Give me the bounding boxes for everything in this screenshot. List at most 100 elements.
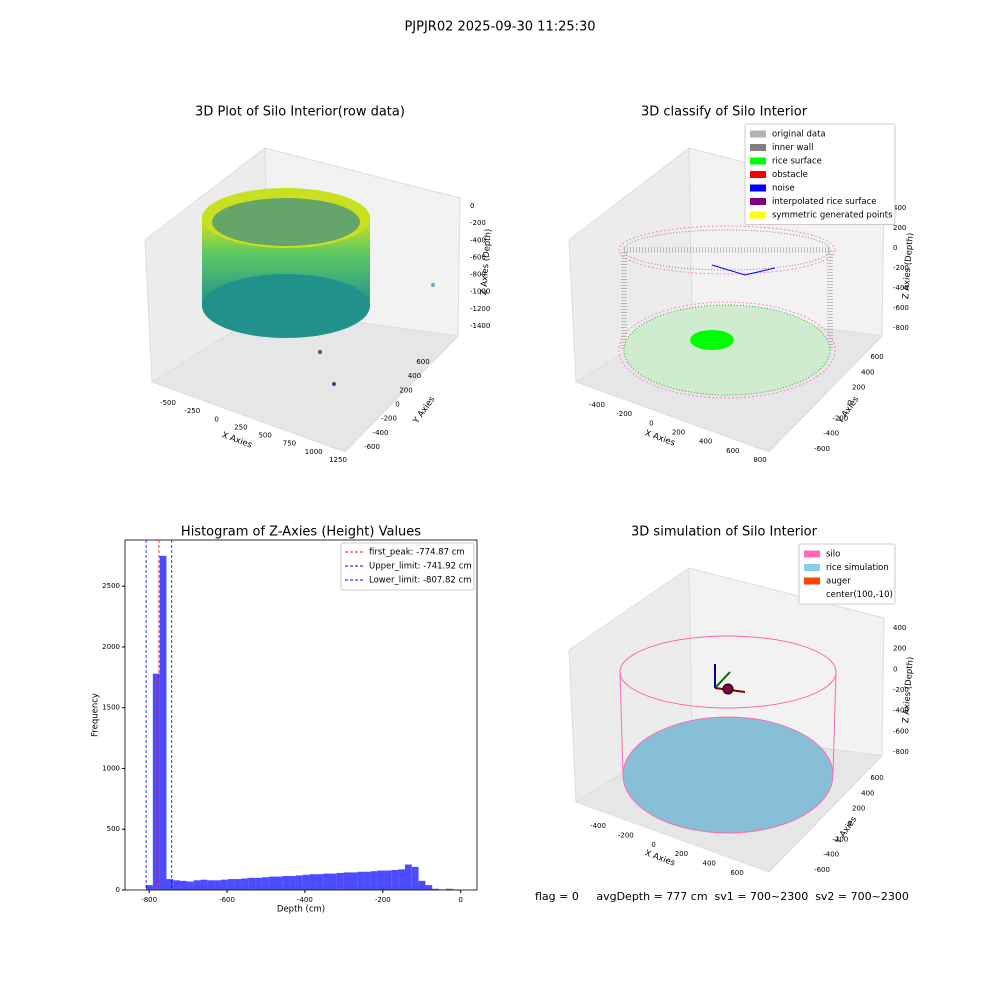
z-axis-label: Z Axies (Depth) xyxy=(901,232,916,299)
panel-3d-simulation xyxy=(568,567,885,873)
z-tick-label: -600 xyxy=(893,727,909,735)
histogram-bar xyxy=(350,872,358,890)
histogram-bar xyxy=(364,871,371,890)
histogram-bar xyxy=(439,889,446,890)
histogram-bar xyxy=(159,555,167,890)
x-tick-label: -400 xyxy=(297,896,313,904)
histogram-bar xyxy=(357,871,365,890)
histogram-bar xyxy=(275,876,283,890)
chart-title: 3D simulation of Silo Interior xyxy=(631,525,818,540)
y-tick-label: -400 xyxy=(823,851,839,859)
histogram-bar xyxy=(391,869,399,890)
legend-label: center(100,-10) xyxy=(826,590,893,600)
figure-title: PJPJR02 2025-09-30 11:25:30 xyxy=(404,20,595,35)
histogram-bar xyxy=(384,870,392,890)
chart-title: Histogram of Z-Axies (Height) Values xyxy=(181,525,421,540)
z-tick-label: 0 xyxy=(470,202,474,210)
x-tick-label: 0 xyxy=(649,419,653,427)
z-axis-label: Z Axies (Depth) xyxy=(901,656,916,723)
legend-label: inner wall xyxy=(772,143,813,153)
x-tick-label: 400 xyxy=(703,860,716,868)
y-tick-label: 1000 xyxy=(102,764,120,772)
y-tick-label: -400 xyxy=(373,429,389,437)
histogram-bar xyxy=(227,879,235,890)
histogram-bar xyxy=(295,875,303,890)
legend-label: Lower_limit: -807.82 cm xyxy=(369,576,471,586)
x-tick-label: 600 xyxy=(730,869,743,877)
chart-title: 3D classify of Silo Interior xyxy=(641,105,808,120)
histogram-bar xyxy=(146,885,153,890)
z-tick-label: -1200 xyxy=(470,305,490,313)
legend-swatch xyxy=(804,550,820,558)
legend-label: silo xyxy=(826,550,840,560)
legend-swatch xyxy=(750,198,766,205)
histogram-bar xyxy=(166,879,174,890)
y-tick-label: 400 xyxy=(861,368,874,376)
x-tick-label: 200 xyxy=(672,429,685,437)
legend-label: rice surface xyxy=(772,157,822,167)
y-tick-label: 600 xyxy=(870,353,883,361)
z-tick-label: -200 xyxy=(470,219,486,227)
x-tick-label: 400 xyxy=(699,438,712,446)
y-tick-label: 400 xyxy=(408,372,421,380)
z-tick-label: -200 xyxy=(893,264,909,272)
x-tick-label: 0 xyxy=(651,841,655,849)
histogram-bar xyxy=(425,885,433,890)
histogram-bar xyxy=(241,878,249,890)
histogram-bar xyxy=(309,874,317,890)
histogram-bar xyxy=(289,876,296,890)
x-tick-label: 1250 xyxy=(329,456,347,464)
y-tick-label: 0 xyxy=(847,399,851,407)
y-tick-label: -600 xyxy=(814,866,830,874)
histogram-bar xyxy=(411,866,419,890)
histogram-bar xyxy=(445,888,453,890)
histogram-bar xyxy=(214,880,221,890)
x-tick-label: -600 xyxy=(219,896,235,904)
histogram-bar xyxy=(193,880,201,890)
z-tick-label: -400 xyxy=(893,284,909,292)
histogram-bar xyxy=(261,877,269,890)
y-tick-label: 600 xyxy=(416,358,429,366)
legend-box xyxy=(798,543,896,605)
x-tick-label: -400 xyxy=(589,401,605,409)
histogram-bar xyxy=(336,872,344,890)
legend-swatch xyxy=(804,577,820,585)
histogram-bar xyxy=(282,876,290,890)
y-tick-label: -200 xyxy=(832,414,848,422)
y-tick-label: 200 xyxy=(399,386,412,394)
histogram-bar xyxy=(207,880,215,890)
histogram-bar xyxy=(432,888,440,890)
histogram-bar xyxy=(152,673,160,890)
y-tick-label: 1500 xyxy=(102,704,120,712)
histogram-bar xyxy=(398,869,405,890)
z-tick-label: 0 xyxy=(893,244,897,252)
y-tick-label: 0 xyxy=(116,886,120,894)
x-axis-label: Depth (cm) xyxy=(277,905,325,915)
y-axis-label: Frequency xyxy=(91,693,101,737)
legend-label: symmetric generated points xyxy=(772,211,893,221)
legend-swatch xyxy=(804,564,820,571)
z-tick-label: 200 xyxy=(893,224,906,232)
y-tick-label: 2500 xyxy=(102,582,120,590)
x-tick-label: -800 xyxy=(141,896,157,904)
legend-swatch xyxy=(804,591,820,598)
legend-swatch xyxy=(750,211,766,219)
legend-label: first_peak: -774.87 cm xyxy=(369,548,465,558)
histogram-bar xyxy=(255,877,262,890)
legend-label: rice simulation xyxy=(826,563,889,573)
histogram-bar xyxy=(268,876,276,890)
x-tick-label: 250 xyxy=(234,423,247,431)
y-tick-label: 2000 xyxy=(102,643,120,651)
histogram-bar xyxy=(234,879,242,890)
legend-swatch xyxy=(750,184,766,192)
histogram-bar xyxy=(418,880,426,890)
x-tick-label: -400 xyxy=(590,822,606,830)
x-tick-label: -500 xyxy=(160,399,176,407)
z-tick-label: 400 xyxy=(893,204,906,212)
x-tick-label: 600 xyxy=(726,447,739,455)
legend-box xyxy=(744,123,896,225)
legend-swatch xyxy=(750,157,766,165)
legend-swatch xyxy=(750,130,766,138)
histogram-bar xyxy=(377,870,385,890)
